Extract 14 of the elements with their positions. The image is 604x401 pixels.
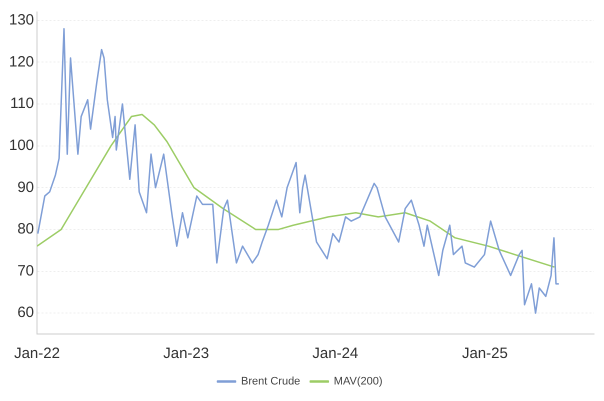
legend-label: MAV(200) <box>334 376 383 388</box>
x-tick-label: Jan-22 <box>14 345 60 362</box>
y-tick-label: 90 <box>17 178 34 196</box>
y-tick-label: 70 <box>17 262 34 280</box>
x-tick-label: Jan-23 <box>163 345 210 362</box>
y-tick-label: 80 <box>17 220 34 238</box>
x-tick-label: Jan-25 <box>462 345 508 362</box>
legend-label: Brent Crude <box>240 376 300 388</box>
y-tick-label: 120 <box>8 53 34 70</box>
y-tick-label: 100 <box>8 136 34 154</box>
y-tick-label: 110 <box>10 95 34 112</box>
y-tick-label: 60 <box>17 304 34 322</box>
x-tick-label: Jan-24 <box>312 345 358 362</box>
y-tick-label: 130 <box>8 12 34 29</box>
